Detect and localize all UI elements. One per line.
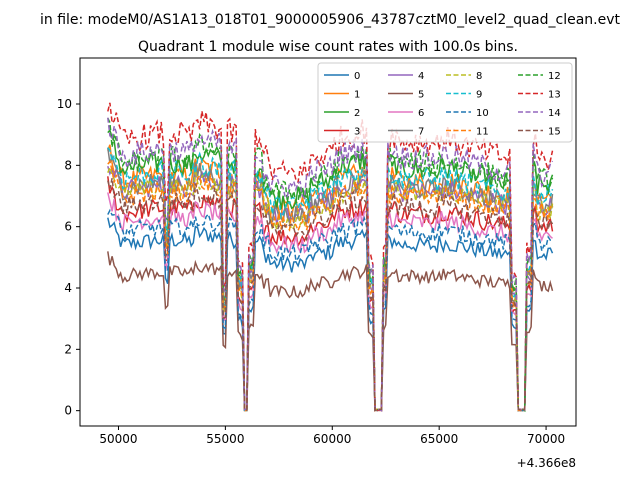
series-line-3 (107, 176, 554, 412)
legend-label-9: 9 (476, 90, 482, 101)
legend-label-7: 7 (418, 127, 424, 138)
y-tick-label: 8 (64, 158, 72, 172)
legend-box (317, 62, 573, 143)
legend-label-6: 6 (418, 108, 424, 119)
y-axis: 0 2 4 6 8 10 (57, 97, 80, 418)
x-tick-label: 60000 (313, 432, 351, 446)
series-line-5 (107, 251, 554, 412)
y-tick-label: 10 (57, 97, 72, 111)
x-axis: 50000 55000 60000 65000 70000 (99, 426, 565, 446)
legend-label-3: 3 (354, 127, 360, 138)
chart-title: Quadrant 1 module wise count rates with … (138, 39, 518, 55)
series-line-9 (107, 147, 554, 412)
series-line-6 (107, 192, 553, 412)
series-line-15 (107, 178, 554, 412)
axes-frame (79, 57, 577, 427)
series-line-0 (107, 217, 554, 412)
legend-label-8: 8 (476, 71, 482, 82)
legend-label-12: 12 (548, 71, 561, 82)
legend-label-11: 11 (476, 127, 489, 138)
series-line-13 (107, 102, 554, 412)
legend-label-0: 0 (354, 71, 360, 82)
figure-suptitle: in file: modeM0/AS1A13_018T01_9000005906… (40, 12, 621, 28)
x-tick-label: 70000 (527, 432, 565, 446)
series-line-11 (107, 159, 553, 412)
legend-label-5: 5 (418, 90, 424, 101)
x-tick-label: 65000 (420, 432, 458, 446)
legend-label-4: 4 (418, 71, 424, 82)
legend-label-14: 14 (548, 108, 561, 119)
x-offset-label: +4.366e8 (517, 456, 576, 470)
y-tick-label: 6 (64, 220, 72, 234)
legend-label-10: 10 (476, 108, 489, 119)
x-tick-label: 55000 (206, 432, 244, 446)
y-tick-label: 2 (64, 342, 72, 356)
legend-label-1: 1 (354, 90, 360, 101)
series-line-12 (107, 117, 554, 413)
series-line-8 (107, 165, 554, 412)
legend-label-13: 13 (548, 90, 561, 101)
y-tick-label: 0 (64, 404, 72, 418)
y-tick-label: 4 (64, 281, 72, 295)
series-line-14 (107, 117, 554, 412)
x-tick-label: 50000 (99, 432, 137, 446)
legend-label-2: 2 (354, 108, 360, 119)
series-line-10 (107, 208, 553, 412)
legend-label-15: 15 (548, 127, 561, 138)
plot-lines (107, 102, 554, 413)
